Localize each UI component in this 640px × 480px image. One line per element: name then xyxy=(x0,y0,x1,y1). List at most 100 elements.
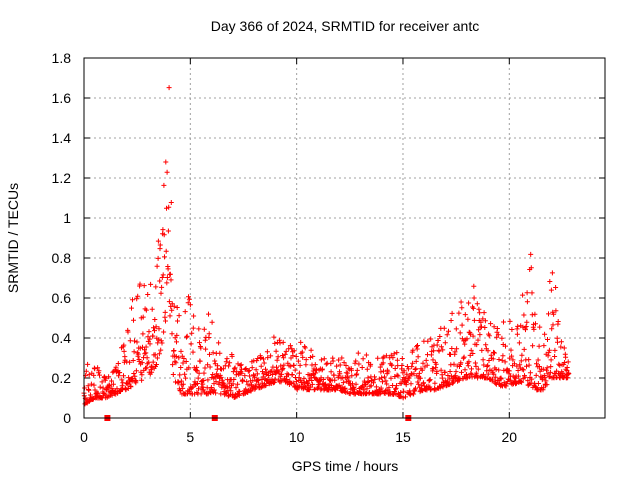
data-point xyxy=(177,388,183,394)
data-point xyxy=(447,369,453,374)
data-point xyxy=(507,318,513,324)
data-point xyxy=(173,360,179,366)
data-point xyxy=(466,359,472,365)
data-point xyxy=(132,338,137,344)
data-point xyxy=(426,377,432,383)
data-point xyxy=(145,292,151,297)
data-point xyxy=(319,366,325,372)
data-point xyxy=(428,336,434,342)
data-point xyxy=(491,324,497,330)
data-point xyxy=(458,299,464,305)
data-point xyxy=(297,377,303,383)
data-point xyxy=(187,302,193,308)
data-point xyxy=(139,377,145,383)
data-point xyxy=(491,349,496,355)
data-point xyxy=(170,372,176,377)
data-point xyxy=(453,326,459,332)
data-point xyxy=(425,338,431,344)
data-point xyxy=(549,270,555,276)
data-point xyxy=(562,360,568,365)
data-point xyxy=(386,385,392,391)
y-tick-label: 1 xyxy=(63,210,71,226)
data-point xyxy=(355,350,361,356)
data-point xyxy=(224,384,230,390)
data-point xyxy=(220,366,226,372)
data-point xyxy=(459,322,465,328)
data-point xyxy=(515,368,521,373)
data-point xyxy=(514,326,520,332)
data-point xyxy=(550,322,556,328)
data-point xyxy=(482,318,488,324)
data-point xyxy=(346,378,352,384)
data-point xyxy=(395,373,401,379)
x-tick-label: 5 xyxy=(186,429,194,445)
data-point xyxy=(545,337,550,342)
data-point xyxy=(470,305,476,311)
data-point xyxy=(359,365,365,370)
data-point xyxy=(517,362,523,368)
data-point xyxy=(276,337,282,343)
data-point xyxy=(404,371,410,377)
data-point xyxy=(498,376,504,382)
data-point xyxy=(371,380,376,386)
data-point xyxy=(160,227,166,233)
data-point xyxy=(163,159,169,165)
data-point xyxy=(546,311,551,317)
data-point xyxy=(315,385,320,391)
data-point xyxy=(424,362,430,368)
data-point xyxy=(107,383,113,389)
data-point xyxy=(490,376,495,382)
data-point xyxy=(237,389,243,395)
data-point xyxy=(493,374,499,380)
data-point xyxy=(320,377,326,382)
data-point xyxy=(521,346,527,352)
data-point xyxy=(471,317,477,323)
data-point xyxy=(440,347,446,353)
data-point xyxy=(271,334,277,340)
data-point xyxy=(140,314,146,320)
data-point xyxy=(523,324,529,329)
data-point xyxy=(153,284,159,290)
data-point xyxy=(385,388,391,394)
data-point xyxy=(226,380,232,386)
y-tick-label: 0.4 xyxy=(52,330,72,346)
data-point xyxy=(197,358,203,364)
data-point xyxy=(137,345,143,351)
data-point xyxy=(97,384,103,390)
data-point xyxy=(480,357,486,363)
data-point xyxy=(166,85,172,91)
data-point xyxy=(535,357,541,363)
data-point xyxy=(344,375,350,381)
data-point xyxy=(195,375,201,381)
data-point xyxy=(431,348,437,354)
data-point xyxy=(149,369,155,375)
data-point xyxy=(399,356,405,361)
data-point xyxy=(530,343,536,349)
data-point xyxy=(91,372,97,378)
data-point xyxy=(238,362,244,368)
data-point xyxy=(161,329,167,335)
data-point xyxy=(132,373,138,379)
data-point xyxy=(178,348,184,354)
data-point xyxy=(449,346,455,351)
data-point xyxy=(451,361,457,367)
data-point xyxy=(237,363,243,368)
data-point xyxy=(205,362,211,368)
data-point xyxy=(516,340,522,346)
data-point xyxy=(519,379,525,385)
data-point xyxy=(163,248,169,254)
data-point xyxy=(468,347,474,353)
data-point xyxy=(281,355,287,361)
data-point xyxy=(546,347,552,353)
data-point xyxy=(151,325,156,331)
data-point xyxy=(127,338,133,344)
data-points xyxy=(81,85,572,407)
data-point xyxy=(88,392,93,398)
data-point xyxy=(364,386,370,392)
data-point xyxy=(308,347,314,353)
data-point xyxy=(485,362,491,368)
data-point xyxy=(423,357,429,363)
data-point xyxy=(163,318,168,324)
data-point xyxy=(480,316,486,322)
data-point xyxy=(176,355,182,361)
